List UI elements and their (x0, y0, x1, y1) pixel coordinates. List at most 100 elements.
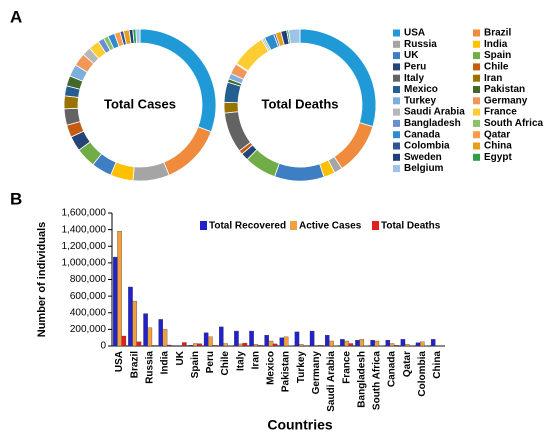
bar (121, 335, 127, 347)
bar (370, 340, 375, 347)
donut-slice (132, 161, 170, 182)
bar (257, 345, 263, 347)
bar (162, 329, 168, 347)
legend-label: Mexico (404, 84, 438, 95)
bar (420, 341, 425, 347)
bar (415, 342, 421, 347)
x-tick-label: Pakistan (281, 351, 292, 392)
legend-swatch (393, 142, 400, 150)
legend-swatch (393, 119, 400, 127)
y-axis-title: Number of individuals (36, 222, 48, 338)
x-tick-label: Brazil (129, 351, 140, 378)
bar (314, 345, 319, 347)
legend-swatch (473, 74, 480, 82)
bar (238, 343, 243, 347)
y-tick-label: 0 (100, 341, 106, 352)
bar (223, 343, 228, 347)
legend-label: China (484, 141, 512, 152)
legend-label: Iran (484, 73, 502, 84)
bar (253, 344, 259, 347)
legend-swatch (393, 63, 400, 71)
legend-swatch (473, 40, 480, 48)
bar (340, 339, 345, 347)
legend-swatch (473, 97, 480, 105)
x-tick-label: Russia (144, 351, 155, 384)
donut-title: Total Deaths (261, 96, 338, 111)
legend-swatch (393, 153, 400, 161)
x-tick-label: China (432, 351, 443, 379)
x-tick-label: Peru (205, 351, 216, 373)
donut-slice (223, 111, 252, 152)
y-tick-label: 1,400,000 (62, 224, 107, 235)
bar (132, 300, 137, 347)
donut-slice (139, 28, 217, 133)
bar (329, 340, 334, 347)
legend-swatch (393, 74, 400, 82)
legend-swatch (473, 29, 480, 37)
legend-swatch (393, 40, 400, 48)
legend-label: Saudi Arabia (404, 107, 465, 118)
x-tick-label: Chile (220, 351, 231, 376)
legend-label: India (484, 39, 508, 50)
legend-swatch (393, 165, 400, 173)
bar (212, 345, 217, 347)
legend-swatch (393, 97, 400, 105)
legend-label: South Africa (484, 118, 544, 129)
bar (324, 335, 330, 347)
legend-label: Turkey (404, 95, 436, 106)
bar (309, 330, 315, 347)
bar (234, 330, 239, 347)
donut-slice (274, 162, 325, 182)
bar (192, 343, 198, 347)
legend-swatch (372, 221, 379, 230)
bar (279, 337, 285, 347)
legend-label: France (484, 107, 517, 118)
panel-label: B (10, 189, 22, 208)
bar (348, 343, 354, 347)
x-tick-label: Italy (235, 351, 246, 371)
bar (355, 340, 360, 347)
x-tick-label: Mexico (266, 351, 277, 385)
bar (268, 340, 274, 347)
bar (249, 330, 254, 347)
y-tick-label: 400,000 (70, 307, 107, 318)
legend-label: Bangladesh (404, 118, 461, 129)
bar (197, 343, 202, 347)
legend-label: USA (404, 28, 425, 39)
x-tick-label: Qatar (402, 351, 413, 377)
legend-label: Spain (484, 50, 511, 61)
y-tick-label: 1,000,000 (62, 258, 107, 269)
y-tick-label: 800,000 (70, 274, 107, 285)
donut-slice (163, 126, 212, 176)
x-tick-label: Colombia (417, 351, 428, 397)
x-axis-title: Countries (267, 417, 333, 433)
legend-label: Canada (404, 129, 441, 140)
x-tick-label: India (160, 351, 171, 375)
x-tick-label: Germany (311, 351, 322, 395)
legend-label: Total Recovered (209, 221, 286, 232)
x-tick-label: USA (114, 351, 125, 372)
legend-swatch (290, 221, 297, 230)
donut-slice (63, 95, 79, 110)
bar (318, 345, 323, 347)
bar (158, 319, 164, 347)
legend-swatch (473, 119, 480, 127)
panel-label: A (10, 7, 22, 26)
legend-swatch (393, 131, 400, 139)
legend-label: Total Deaths (381, 221, 441, 232)
x-tick-label: Turkey (296, 351, 307, 383)
bar (151, 345, 157, 347)
donut-slice (287, 28, 301, 45)
bar (219, 326, 224, 347)
donut-slice (235, 38, 270, 72)
y-tick-label: 1,600,000 (62, 208, 107, 219)
x-tick-label: Bangladesh (356, 351, 367, 408)
bar (393, 345, 399, 347)
bar (208, 336, 213, 347)
legend-label: Qatar (484, 129, 510, 140)
bar (374, 340, 380, 347)
bar (430, 339, 436, 347)
bar (136, 341, 142, 347)
x-tick-label: Canada (387, 351, 398, 388)
legend-swatch (473, 52, 480, 60)
